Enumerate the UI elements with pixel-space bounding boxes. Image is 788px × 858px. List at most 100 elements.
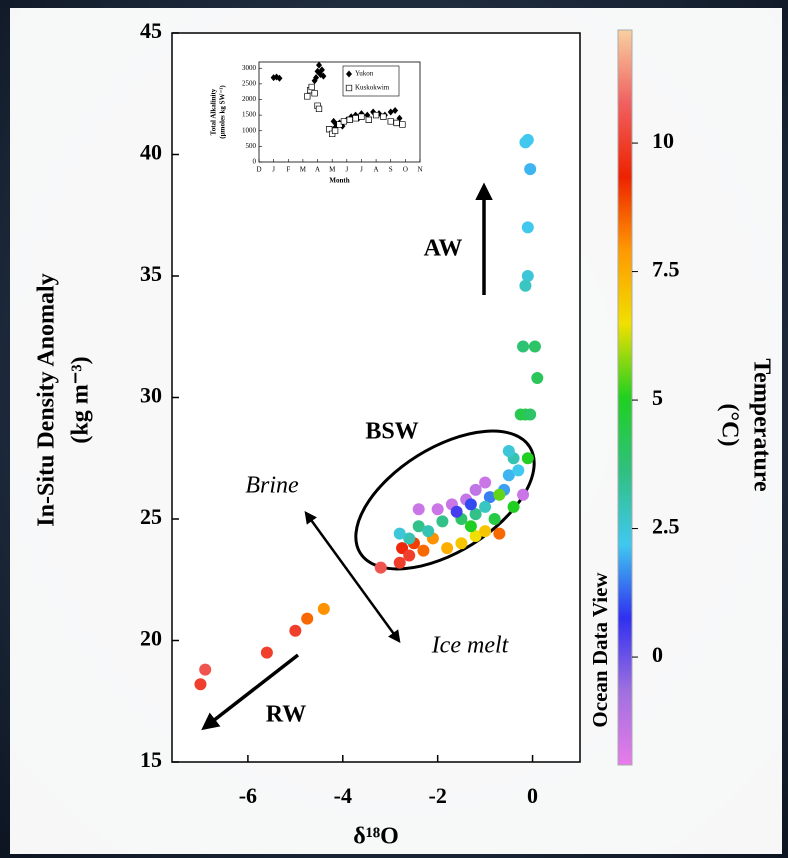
colorbar xyxy=(617,29,633,766)
point xyxy=(528,340,541,353)
inset-point xyxy=(316,61,323,69)
inset-legend-box xyxy=(342,65,400,97)
inset-y-tick-label: 2500 xyxy=(242,79,257,87)
legend-symbol xyxy=(346,70,352,78)
y-tick-label: 15 xyxy=(140,747,162,772)
point xyxy=(493,527,506,540)
point xyxy=(521,452,534,465)
inset-y-tick-label: 1000 xyxy=(242,126,257,134)
inset-x-tick-label: M xyxy=(329,166,336,174)
annotation: AW xyxy=(424,236,463,262)
inset-y-label: Total Alkalinity xyxy=(210,88,218,135)
inset-x-tick-label: O xyxy=(403,166,408,174)
inset-x-tick-label: S xyxy=(389,166,393,174)
point xyxy=(519,279,532,292)
inset-point xyxy=(346,116,353,123)
point xyxy=(519,136,532,149)
legend-symbol xyxy=(345,84,353,92)
point xyxy=(412,520,425,533)
point xyxy=(469,530,482,543)
point xyxy=(301,612,314,625)
point xyxy=(464,520,477,533)
point xyxy=(393,556,406,569)
annotation: RW xyxy=(266,702,307,728)
inset-point xyxy=(331,127,339,134)
inset-point xyxy=(311,90,318,97)
watermark: Ocean Data View xyxy=(588,572,612,728)
point xyxy=(431,503,444,516)
point xyxy=(436,515,449,528)
point xyxy=(531,372,544,385)
x-tick-label: 0 xyxy=(527,783,538,808)
inset-x-tick-label: A xyxy=(315,166,320,174)
y-axis-label: (kg m⁻³) xyxy=(68,356,94,443)
inset-y-tick-label: 3000 xyxy=(242,64,257,72)
point xyxy=(517,340,530,353)
inset-y-tick-label: 500 xyxy=(246,142,257,150)
y-tick-label: 35 xyxy=(140,261,162,286)
point xyxy=(469,508,482,521)
point xyxy=(199,663,212,676)
colorbar-tick-label: 2.5 xyxy=(652,514,680,539)
inset-y-tick-label: 1500 xyxy=(242,111,257,119)
y-tick-label: 30 xyxy=(140,383,162,408)
point xyxy=(521,221,534,234)
inset-point xyxy=(313,74,320,82)
point xyxy=(507,500,520,513)
x-tick-label: -6 xyxy=(239,783,257,808)
point xyxy=(502,444,515,457)
inset-x-tick-label: D xyxy=(256,166,261,174)
point xyxy=(450,505,463,518)
point xyxy=(521,270,534,282)
inset-x-tick-label: J xyxy=(272,166,275,174)
y-tick-label: 45 xyxy=(140,18,162,43)
inset-x-tick-label: J xyxy=(360,166,363,174)
inset-y-label: (µmoles kg SW⁻¹) xyxy=(219,85,227,139)
point xyxy=(441,542,454,555)
point xyxy=(479,525,492,538)
inset-y-tick-label: 0 xyxy=(253,158,257,166)
colorbar-label: (°C) xyxy=(716,404,742,447)
y-tick-label: 40 xyxy=(140,140,162,165)
colorbar-tick-label: 7.5 xyxy=(652,257,680,282)
point xyxy=(289,624,302,637)
point xyxy=(422,525,435,538)
rw-arrow xyxy=(201,653,300,731)
legend-label: Yukon xyxy=(355,70,374,78)
legend-label: Kuskokwim xyxy=(355,84,390,92)
point xyxy=(517,488,530,501)
inset-point xyxy=(399,121,406,128)
point xyxy=(374,561,387,574)
point xyxy=(524,163,537,176)
inset-x-tick-label: A xyxy=(374,166,379,174)
point xyxy=(393,527,406,540)
inset-point xyxy=(320,72,327,80)
point xyxy=(317,602,330,615)
inset-x-tick-label: N xyxy=(417,166,422,174)
point xyxy=(512,464,525,477)
point xyxy=(493,488,506,501)
point xyxy=(479,500,492,513)
marks: 15 20 25 30 35 40 45 -6 -4 -2 0 In-Situ Density Ano… xyxy=(34,18,775,849)
inset-point xyxy=(276,74,283,82)
colorbar-tick-label: 5 xyxy=(652,385,663,410)
brine-melt-arrow xyxy=(304,510,401,644)
point xyxy=(464,498,477,511)
annotation: BSW xyxy=(365,419,418,445)
inset-point xyxy=(358,113,365,120)
point xyxy=(260,646,273,659)
inset-point xyxy=(318,66,325,74)
inset-point xyxy=(380,113,387,120)
inset-x-tick-label: M xyxy=(300,166,307,174)
inset-point xyxy=(393,119,400,127)
point xyxy=(455,537,468,550)
colorbar-tick-label: 10 xyxy=(652,128,674,153)
x-tick-label: -4 xyxy=(334,783,352,808)
inset-point xyxy=(304,93,311,100)
inset-x-tick-label: J xyxy=(345,166,348,174)
y-tick-label: 25 xyxy=(140,504,162,529)
colorbar-tick-label: 0 xyxy=(652,642,663,667)
x-axis-label: δ¹⁸O xyxy=(353,824,399,850)
inset-point xyxy=(387,118,394,125)
point xyxy=(488,513,501,525)
